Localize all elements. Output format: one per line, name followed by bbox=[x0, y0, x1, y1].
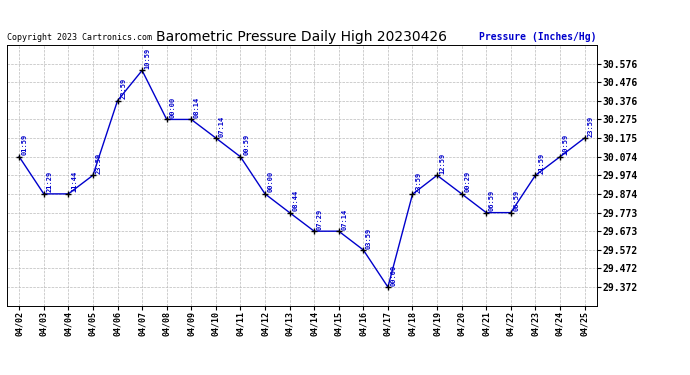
Text: 00:29: 00:29 bbox=[464, 171, 471, 192]
Text: 21:29: 21:29 bbox=[46, 171, 52, 192]
Text: Pressure (Inches/Hg): Pressure (Inches/Hg) bbox=[480, 32, 597, 42]
Text: Copyright 2023 Cartronics.com: Copyright 2023 Cartronics.com bbox=[7, 33, 152, 42]
Text: 08:44: 08:44 bbox=[293, 190, 298, 211]
Text: 00:00: 00:00 bbox=[170, 97, 175, 118]
Text: 12:59: 12:59 bbox=[440, 153, 446, 174]
Text: 06:59: 06:59 bbox=[489, 190, 495, 211]
Text: 23:59: 23:59 bbox=[415, 172, 422, 193]
Text: 10:59: 10:59 bbox=[563, 134, 569, 155]
Text: 00:59: 00:59 bbox=[243, 134, 249, 155]
Text: 07:14: 07:14 bbox=[219, 116, 225, 136]
Text: 00:00: 00:00 bbox=[268, 171, 274, 192]
Text: 11:44: 11:44 bbox=[71, 171, 77, 192]
Text: 08:14: 08:14 bbox=[194, 97, 200, 118]
Text: 03:59: 03:59 bbox=[366, 227, 372, 249]
Text: 23:59: 23:59 bbox=[96, 153, 101, 174]
Title: Barometric Pressure Daily High 20230426: Barometric Pressure Daily High 20230426 bbox=[157, 30, 447, 44]
Text: 21:59: 21:59 bbox=[538, 153, 544, 174]
Text: 00:00: 00:00 bbox=[391, 264, 397, 286]
Text: 01:59: 01:59 bbox=[22, 134, 28, 155]
Text: 10:59: 10:59 bbox=[145, 48, 151, 69]
Text: 07:14: 07:14 bbox=[342, 209, 348, 230]
Text: 23:59: 23:59 bbox=[587, 116, 593, 136]
Text: 06:59: 06:59 bbox=[513, 190, 520, 211]
Text: 23:59: 23:59 bbox=[120, 78, 126, 99]
Text: 07:29: 07:29 bbox=[317, 209, 323, 230]
